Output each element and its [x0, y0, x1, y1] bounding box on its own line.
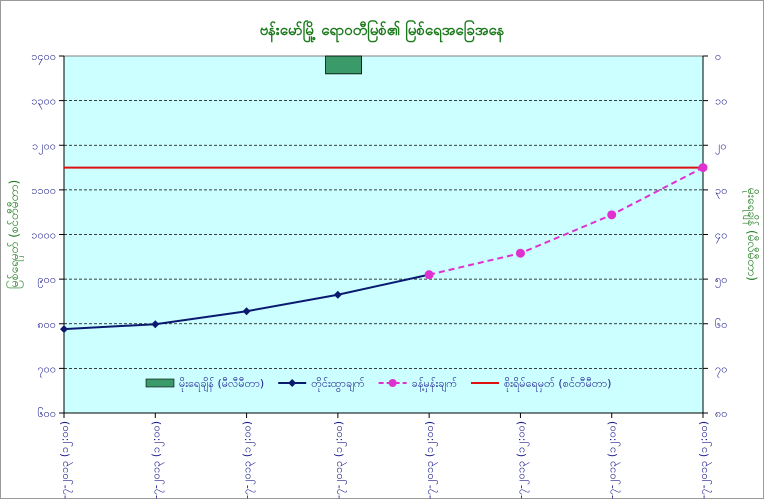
right-tick-label: ၆၀ — [715, 318, 727, 331]
x-tick-label: ၁၄-၇-၂၀၁၃ (၁၂:၀၀) — [514, 421, 529, 499]
series-markers — [60, 163, 708, 334]
observed-point — [60, 325, 68, 334]
right-tick-label: ၁၀ — [715, 95, 727, 108]
left-tick-label: ၁၃၀၀ — [31, 95, 56, 110]
left-tick-label: ၁၂၀၀ — [32, 139, 56, 154]
legend-marker — [388, 379, 397, 387]
forecast-point — [424, 270, 434, 280]
left-tick-label: ၆၀၀ — [37, 407, 56, 420]
grid-lines — [64, 100, 703, 369]
observed-point — [242, 307, 251, 316]
right-tick-label: ၂၀ — [715, 139, 727, 154]
right-tick-label: ၀ — [715, 50, 721, 63]
forecast-point — [698, 163, 708, 173]
left-axis-title: မြစ်ရေမှတ် (စင်တီမီတာ) — [5, 180, 24, 289]
right-tick-label: ၃၀ — [715, 184, 727, 199]
forecast-line — [428, 166, 704, 276]
forecast-point — [515, 248, 525, 258]
legend-label: ခန့်မှန်းချက် — [412, 377, 458, 392]
legend: မိုးရေချိန် (မီလီမီတာ) တိုင်းထွာချက် ခန့်မ… — [145, 377, 611, 392]
left-tick-label: ၉၀၀ — [37, 273, 56, 288]
right-axis-title: မိုးရေချိန် (မီလီမီတာ) — [742, 188, 760, 281]
observed-point — [151, 320, 160, 329]
x-tick-label: ၁၀-၇-၂၀၁၃ (၁၂:၀၀) — [149, 421, 164, 499]
left-tick-label: ၁၁၀၀ — [31, 184, 56, 197]
legend-label: စိုးရိမ်ရေမှတ် (စင်တီမီတာ) — [504, 377, 611, 392]
right-tick-label: ၇၀ — [715, 362, 727, 377]
left-tick-label: ၁၄၀၀ — [31, 50, 56, 65]
observed-point — [333, 290, 342, 299]
x-tick-label: ၁၅-၇-၂၀၁၃ (၁၂:၀၀) — [606, 421, 621, 499]
right-tick-label: ၈၀ — [715, 407, 727, 420]
left-tick-label: ၁၀၀၀ — [31, 229, 56, 242]
forecast-point — [607, 210, 617, 220]
legend-marker — [288, 379, 297, 387]
x-tick-label: ၁၂-၇-၂၀၁၃ (၁၂:၀၀) — [332, 421, 347, 499]
left-tick-label: ၇၀၀ — [37, 362, 56, 377]
x-tick-label: ၁၁-၇-၂၀၁၃ (၁၂:၀၀) — [241, 421, 256, 499]
legend-label: တိုင်းထွာချက် — [311, 377, 365, 392]
rainfall-bars — [325, 55, 362, 75]
left-axis-ticks: ၆၀၀ ၇၀၀ ၈၀၀ ၉၀၀ ၁၀၀၀ ၁၁၀၀ ၁၂၀၀ ၁၃၀၀ ၁၄၀၀ — [31, 50, 64, 420]
right-tick-label: ၄၀ — [715, 229, 727, 244]
right-tick-label: ၅၀ — [715, 273, 727, 288]
x-tick-label: ၉-၇-၂၀၁၃ (၁၂:၀၀) — [58, 421, 73, 499]
legend-swatch-rainfall — [145, 378, 175, 388]
x-axis-ticks: ၉-၇-၂၀၁၃ (၁၂:၀၀) ၁၀-၇-၂၀၁၃ (၁၂:၀၀) ၁၁-၇-၂၀… — [58, 413, 712, 499]
x-tick-label: ၁၆-၇-၂၀၁၃ (၁၂:၀၀) — [697, 421, 712, 499]
legend-label: မိုးရေချိန် (မီလီမီတာ) — [179, 377, 264, 392]
left-tick-label: ၈၀၀ — [37, 318, 56, 331]
x-tick-label: ၁၃-၇-၂၀၁၃ (၁၂:၀၀) — [423, 421, 438, 499]
rainfall-bar — [325, 55, 362, 75]
